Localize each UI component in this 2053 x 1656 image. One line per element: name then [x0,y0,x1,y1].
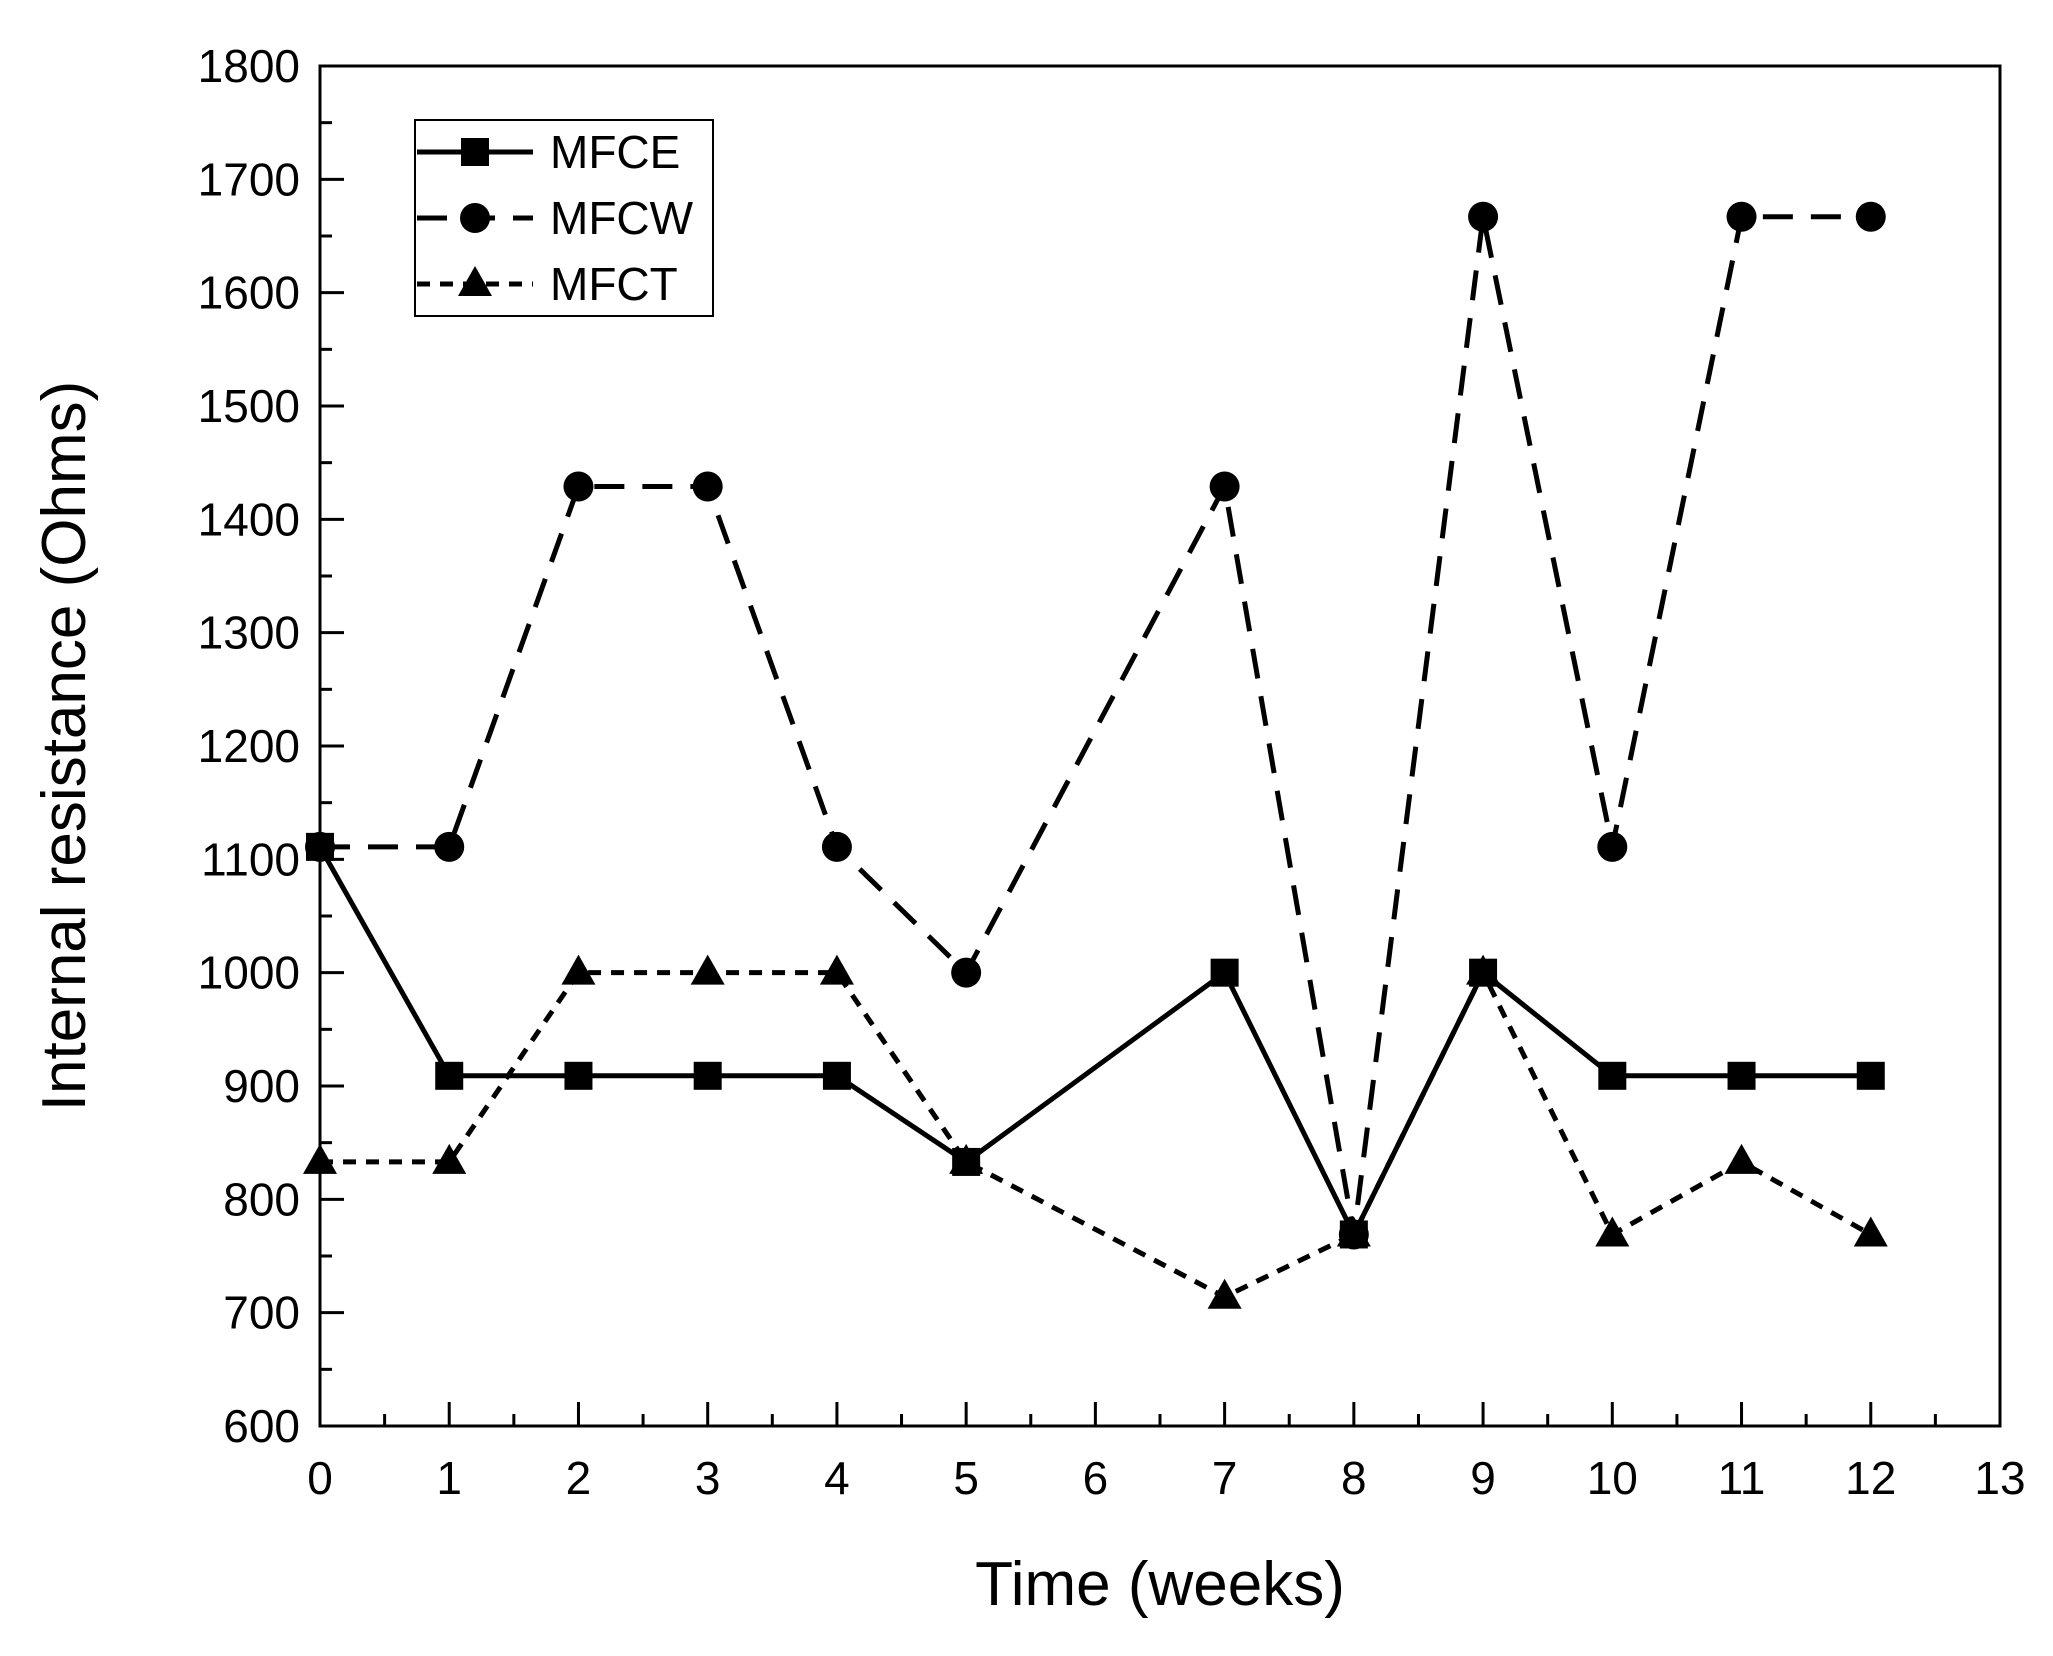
legend-label: MFCT [550,258,678,310]
plot-frame [318,64,2002,1428]
data-point-mfcw [563,471,594,502]
x-axis-title: Time (weeks) [975,1550,1345,1619]
legend-swatch-marker [460,203,490,233]
series-line-mfce [317,845,1871,1241]
y-tick-label: 1500 [198,380,300,432]
data-point-mfct [1595,1216,1630,1247]
legend: MFCE MFCW MFCT [414,119,714,317]
data-point-mfct [1724,1143,1759,1174]
y-tick-label: 1300 [198,607,300,659]
y-tick-label: 1400 [198,493,300,545]
data-point-mfce [1598,1061,1627,1090]
y-tick-label: 1100 [201,833,300,885]
data-point-mfce [435,1061,464,1090]
x-tick-label: 3 [695,1452,721,1504]
x-tick-label: 1 [436,1452,462,1504]
x-tick-label: 12 [1845,1452,1896,1504]
y-axis-title: Internal resistance (Ohms) [30,381,99,1111]
series-layer [303,201,1888,1309]
legend-item-mfcw: MFCW [417,192,694,244]
y-tick-label: 1200 [198,720,300,772]
y-tick-label: 1800 [198,40,300,92]
data-point-mfct [1466,954,1501,985]
data-point-mfct [561,954,596,985]
y-tick-label: 700 [223,1287,300,1339]
y-tick-label: 600 [223,1400,300,1452]
x-tick-label: 10 [1587,1452,1638,1504]
x-tick-label: 4 [824,1452,850,1504]
legend-swatch-marker [461,138,489,166]
legend-item-mfce: MFCE [417,126,680,178]
data-point-mfct [432,1143,467,1174]
data-point-mfct [690,954,725,985]
legend-label: MFCW [550,192,694,244]
data-point-mfct [1336,1216,1371,1247]
x-tick-label: 7 [1212,1452,1238,1504]
data-point-mfce [693,1061,722,1090]
data-point-mfce [1210,958,1239,987]
series-line-mfct [320,967,1872,1300]
data-point-mfct [1853,1216,1888,1247]
data-point-mfcw [1726,201,1757,232]
data-point-mfce [564,1061,593,1090]
legend-label: MFCE [550,126,680,178]
data-point-mfcw [1597,831,1628,862]
x-tick-label: 6 [1083,1452,1109,1504]
tick-labels: 0 1 2 3 4 5 6 7 8 9 10 11 12 136007008009001000110012… [198,40,2026,1504]
data-point-mfct [1207,1278,1242,1309]
data-point-mfcw [821,831,852,862]
x-tick-label: 5 [953,1452,979,1504]
series-line-mfcw [320,214,1871,1235]
data-point-mfct [819,954,854,985]
x-tick-label: 13 [1974,1452,2025,1504]
data-point-mfce [1727,1061,1756,1090]
x-tick-label: 0 [307,1452,333,1504]
axis-ticks [318,64,2002,1428]
data-point-mfce [822,1061,851,1090]
y-tick-label: 1000 [198,947,300,999]
x-tick-label: 11 [1718,1452,1766,1504]
data-point-mfcw [951,957,982,988]
data-point-mfcw [1468,201,1499,232]
y-tick-label: 1600 [198,267,300,319]
y-tick-label: 900 [223,1060,300,1112]
data-point-mfcw [692,471,723,502]
y-tick-label: 800 [223,1173,300,1225]
x-tick-label: 9 [1470,1452,1496,1504]
y-tick-label: 1700 [198,153,300,205]
series-mfct [303,954,1888,1309]
data-point-mfce [1856,1061,1885,1090]
data-point-mfcw [1855,201,1886,232]
data-point-mfcw [1209,471,1240,502]
x-tick-label: 8 [1341,1452,1367,1504]
data-point-mfcw [434,831,465,862]
x-tick-label: 2 [566,1452,592,1504]
data-point-mfct [949,1143,984,1174]
legend-item-mfct: MFCT [417,258,678,310]
legend-swatch-marker [458,266,492,296]
